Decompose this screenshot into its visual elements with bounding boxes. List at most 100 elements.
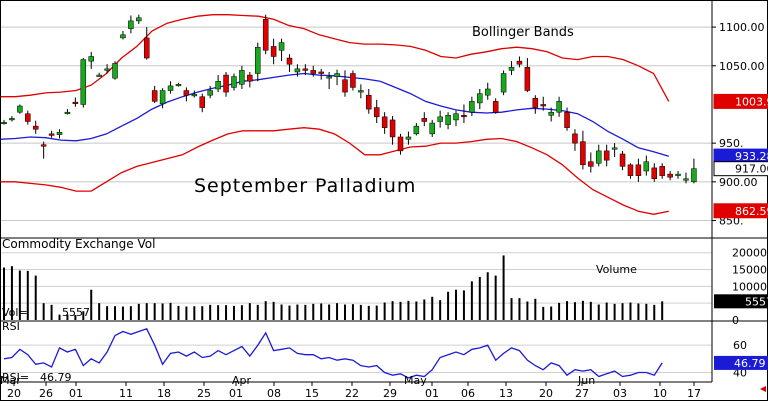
candle-body: [215, 80, 221, 90]
price-tick-label: 1050.00: [719, 60, 765, 73]
month-label: Apr: [232, 374, 252, 387]
candle-body: [1, 122, 7, 125]
candle-body: [167, 85, 174, 91]
candle-body: [96, 74, 102, 77]
volume-bar: [129, 306, 132, 320]
volume-bar: [502, 255, 505, 320]
candle-body: [603, 150, 610, 161]
scroll-arrow-icon[interactable]: [760, 386, 766, 392]
x-tick-label: 18: [157, 387, 171, 400]
rsi-panel-title: RSI: [2, 320, 20, 333]
candle-body: [151, 90, 158, 102]
chart-title: September Palladium: [194, 175, 416, 197]
volume-bar: [304, 304, 307, 320]
rsi-tag: [714, 355, 768, 370]
candle-body: [310, 70, 317, 74]
candle-body: [175, 84, 182, 87]
volume-panel-title: Commodity Exchange Vol: [2, 237, 155, 251]
rsi-value-label: RSI=: [2, 371, 29, 384]
candle-body: [231, 76, 237, 88]
candle-body: [437, 116, 443, 122]
volume-bar: [455, 289, 458, 320]
candle-body: [500, 73, 507, 93]
volume-bar: [605, 302, 608, 320]
candle-body: [48, 133, 55, 136]
volume-tag: [714, 294, 768, 309]
volume-bar: [248, 303, 251, 320]
volume-bar: [185, 306, 188, 320]
candle-body: [596, 150, 602, 164]
volume-bar: [145, 303, 148, 320]
price-tag-label: 862.59: [735, 205, 768, 218]
candle-body: [572, 133, 578, 144]
candle-body: [159, 90, 166, 104]
volume-bar: [193, 306, 196, 320]
candle-body: [9, 118, 15, 121]
candle-body: [524, 67, 531, 91]
candle-body: [128, 20, 134, 29]
volume-bar: [34, 275, 37, 320]
candle-body: [413, 125, 420, 135]
candle-body: [326, 76, 332, 79]
volume-bar: [42, 303, 45, 320]
volume-bar: [407, 300, 410, 320]
volume-bar: [106, 306, 109, 320]
volume-bar: [375, 305, 378, 320]
month-label: Mar: [0, 374, 21, 387]
volume-bar: [367, 305, 370, 320]
month-label: May: [404, 374, 427, 387]
volume-bar: [288, 305, 291, 320]
x-tick-label: 13: [499, 387, 513, 400]
candle-body: [32, 125, 39, 130]
candle-body: [199, 96, 205, 108]
volume-bar: [534, 298, 537, 320]
candle-body: [619, 153, 626, 167]
candle-body: [255, 46, 261, 74]
candle-body: [667, 173, 673, 178]
candle-body: [247, 74, 253, 82]
volume-bar: [645, 303, 648, 320]
x-tick-label: 20: [7, 387, 21, 400]
volume-value: 5557: [62, 306, 90, 319]
x-tick-label: 06: [461, 387, 475, 400]
price-tick-label: 950.: [719, 137, 744, 150]
volume-bar: [637, 303, 640, 320]
axis-labels: 850.900.00950.1050.001100.001003.96933.2…: [0, 21, 768, 400]
volume-bar: [114, 306, 117, 320]
volume-bar: [161, 303, 164, 320]
volume-bar: [272, 301, 275, 320]
volume-tag-label: 5557: [745, 295, 768, 308]
candle-body: [270, 46, 277, 57]
volume-bar: [240, 305, 243, 320]
volume-bar: [225, 305, 228, 320]
rsi-value: 46.79: [40, 371, 72, 384]
volume-bar: [431, 296, 434, 320]
candle-body: [239, 70, 245, 85]
price-tick-label: 900.00: [719, 176, 758, 189]
candle-body: [104, 68, 110, 71]
candle-body: [302, 68, 309, 71]
volume-bar: [391, 301, 394, 320]
candle-body: [56, 132, 63, 135]
candle-body: [381, 116, 388, 128]
candle-body: [318, 71, 324, 74]
candle-body: [564, 111, 570, 128]
candle-body: [683, 178, 689, 181]
volume-bar: [518, 298, 521, 320]
candle-body: [461, 115, 467, 118]
volume-bar: [470, 281, 473, 320]
volume-bar: [82, 311, 85, 320]
volume-bar: [447, 291, 450, 320]
volume-bar: [280, 304, 283, 320]
candle-body: [548, 111, 554, 116]
candle-body: [350, 73, 356, 88]
volume-bar: [10, 266, 13, 320]
candle-body: [334, 73, 340, 77]
candle-body: [342, 79, 348, 93]
candle-body: [278, 42, 285, 51]
volume-bar: [383, 302, 386, 320]
candle-body: [223, 74, 229, 93]
volume-bar: [343, 304, 346, 320]
volume-bar: [629, 302, 632, 320]
